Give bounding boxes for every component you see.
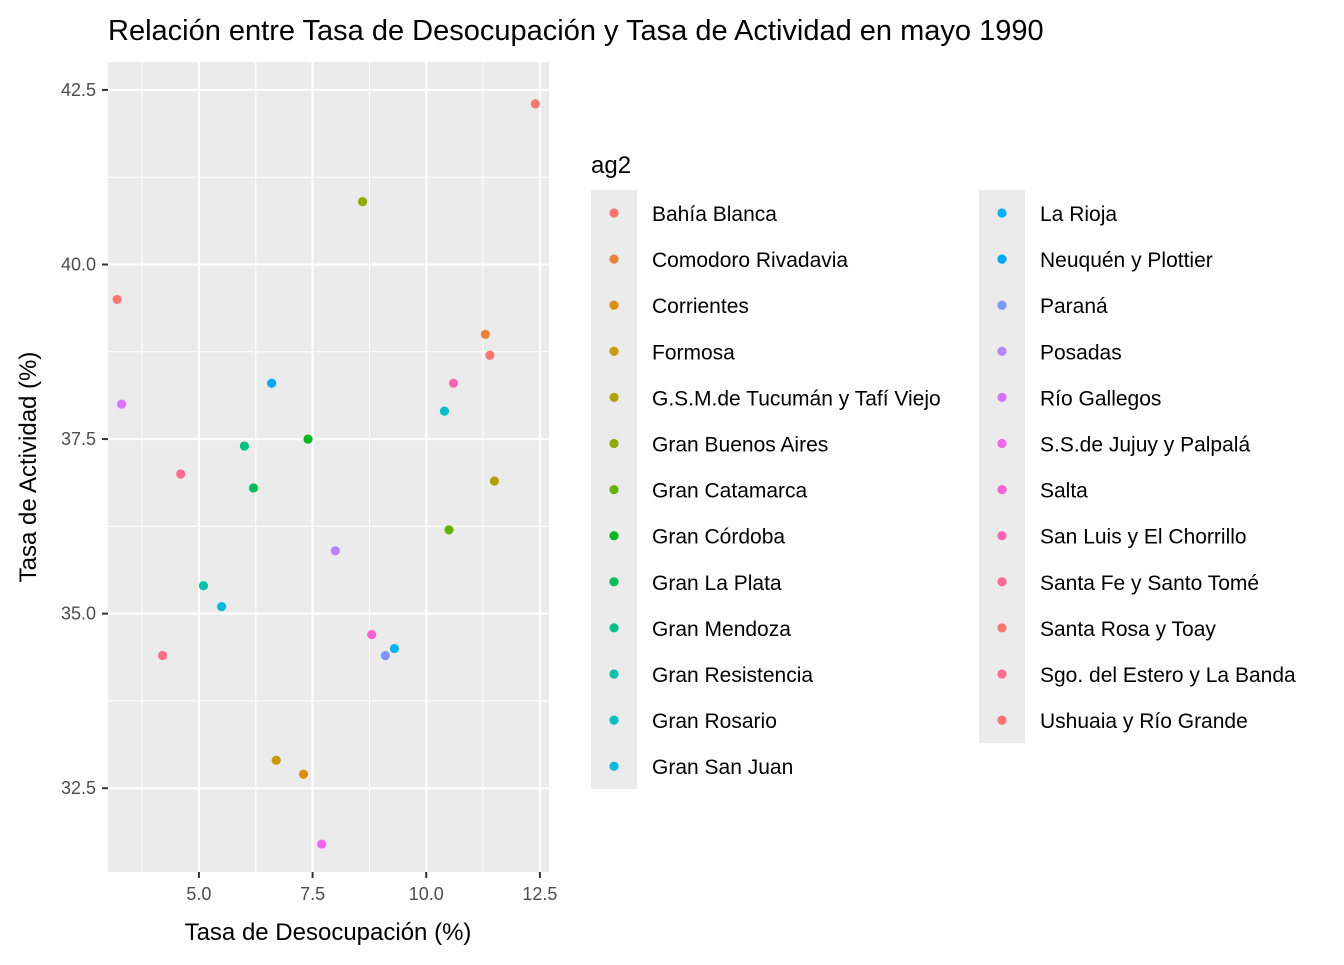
data-point — [217, 602, 227, 612]
legend-key — [997, 346, 1007, 356]
legend-label: Gran La Plata — [652, 572, 782, 595]
data-point — [330, 546, 340, 556]
legend-key — [997, 623, 1007, 633]
legend-label: Río Gallegos — [1040, 387, 1161, 410]
data-point — [248, 483, 259, 493]
legend-label: Salta — [1040, 480, 1088, 503]
legend-label: La Rioja — [1040, 203, 1117, 226]
y-tick-label: 42.5 — [61, 80, 96, 100]
data-point — [198, 581, 209, 591]
legend-label: Comodoro Rivadavia — [652, 249, 848, 272]
legend-label: S.S.de Jujuy y Palpalá — [1040, 434, 1250, 457]
legend-label: Gran Buenos Aires — [652, 434, 828, 457]
legend-key — [997, 669, 1007, 679]
points-layer — [112, 99, 540, 849]
data-point — [367, 629, 377, 640]
legend-key — [609, 438, 619, 449]
legend-label: San Luis y El Chorrillo — [1040, 526, 1247, 549]
data-point — [267, 378, 277, 388]
legend-key — [997, 392, 1007, 402]
data-point — [380, 650, 390, 661]
legend-label: Gran San Juan — [652, 756, 793, 779]
data-point — [157, 650, 168, 661]
legend-key — [609, 623, 619, 633]
x-axis-ticks: 5.0 7.5 10.0 12.5 — [186, 872, 557, 904]
legend-key — [609, 254, 619, 264]
legend-key — [609, 346, 619, 356]
data-point — [389, 643, 400, 654]
legend-key — [997, 438, 1007, 449]
legend-label: Paraná — [1040, 295, 1108, 318]
legend-key — [609, 715, 619, 725]
legend-key — [609, 485, 619, 495]
y-axis-title: Tasa de Actividad (%) — [15, 352, 42, 583]
legend-key — [609, 208, 619, 218]
data-point — [271, 755, 281, 765]
data-point — [239, 441, 249, 451]
legend-key-background — [979, 190, 1025, 743]
legend-label: Bahía Blanca — [652, 203, 777, 226]
legend-key — [997, 254, 1007, 264]
y-tick-label: 32.5 — [61, 778, 96, 798]
legend-key — [997, 300, 1007, 310]
data-point — [480, 329, 490, 339]
legend-key — [997, 485, 1007, 495]
data-point — [448, 378, 459, 388]
plot-panel — [108, 62, 549, 872]
legend-key — [609, 761, 619, 771]
legend-label: Santa Fe y Santo Tomé — [1040, 572, 1259, 595]
legend-label: Neuquén y Plottier — [1040, 249, 1213, 272]
legend-key — [609, 300, 619, 310]
legend-label: Gran Mendoza — [652, 618, 791, 641]
legend-label: Gran Córdoba — [652, 526, 785, 549]
legend-label: Gran Resistencia — [652, 664, 813, 687]
data-point — [112, 294, 122, 305]
legend-key — [609, 669, 619, 679]
y-tick-label: 35.0 — [61, 604, 96, 624]
legend-key — [609, 531, 619, 541]
legend-label: Santa Rosa y Toay — [1040, 618, 1216, 641]
data-point — [357, 197, 368, 207]
legend-label: Gran Catamarca — [652, 480, 808, 503]
legend-key — [997, 208, 1007, 218]
y-tick-label: 40.0 — [61, 255, 96, 275]
data-point — [117, 399, 127, 409]
x-axis-title: Tasa de Desocupación (%) — [185, 919, 472, 946]
legend-key — [997, 577, 1007, 587]
data-point — [439, 406, 450, 416]
data-point — [176, 469, 186, 479]
legend-label: G.S.M.de Tucumán y Tafí Viejo — [652, 387, 941, 410]
legend-key — [997, 715, 1007, 725]
data-point — [298, 769, 309, 779]
y-axis-ticks: 32.5 35.0 37.5 40.0 42.5 — [61, 80, 108, 798]
x-tick-label: 12.5 — [522, 884, 557, 904]
data-point — [317, 839, 327, 849]
legend-label: Ushuaia y Río Grande — [1040, 710, 1248, 733]
legend-label: Gran Rosario — [652, 710, 777, 733]
x-tick-label: 5.0 — [186, 884, 211, 904]
legend-key — [609, 577, 619, 587]
legend-label: Posadas — [1040, 341, 1122, 364]
x-tick-label: 10.0 — [409, 884, 444, 904]
legend-key — [609, 392, 619, 402]
data-point — [530, 99, 540, 109]
legend-key — [997, 531, 1007, 541]
legend-items: Bahía Blanca Comodoro Rivadavia Corrientes… — [609, 203, 1296, 779]
x-tick-label: 7.5 — [300, 884, 325, 904]
y-tick-label: 37.5 — [61, 429, 96, 449]
legend-label: Sgo. del Estero y La Banda — [1040, 664, 1296, 687]
legend-title: ag2 — [591, 152, 631, 179]
grid-minor — [108, 62, 549, 872]
data-point — [303, 434, 313, 444]
legend-label: Corrientes — [652, 295, 749, 318]
legend: ag2 Bahía Blanca Comodoro Rivadavia Corrie… — [591, 152, 1296, 789]
data-point — [444, 525, 454, 535]
data-point — [485, 350, 495, 360]
grid-major — [108, 62, 549, 872]
data-point — [489, 476, 500, 486]
legend-label: Formosa — [652, 341, 735, 364]
chart-title: Relación entre Tasa de Desocupación y Ta… — [108, 15, 1044, 47]
